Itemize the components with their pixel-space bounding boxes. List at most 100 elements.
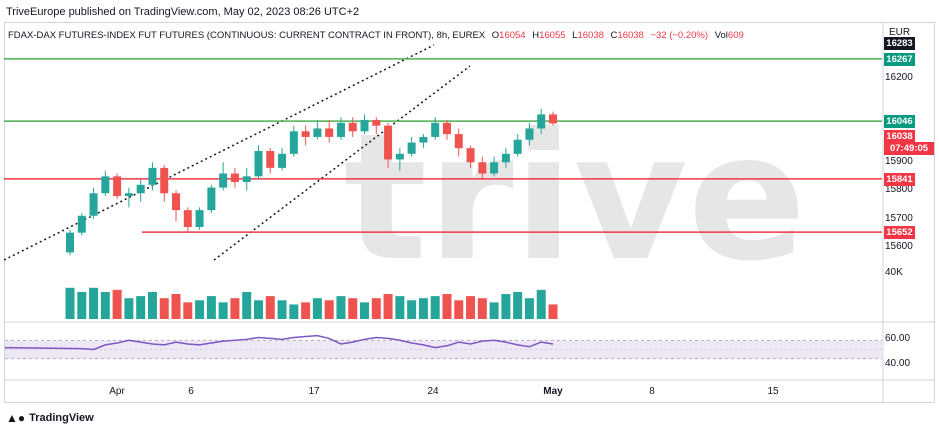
volume-bar	[242, 291, 252, 319]
change-value: −32 (−0.20%)	[650, 30, 709, 41]
candle-body	[325, 128, 334, 137]
volume-bar	[501, 294, 511, 319]
candle-body	[372, 120, 381, 126]
volume-bar	[100, 291, 110, 319]
volume-bar	[136, 296, 146, 319]
time-axis-label: 24	[427, 386, 439, 397]
volume-bar	[360, 302, 370, 319]
price-tag-16267: 16267	[884, 52, 915, 66]
volume-bar	[336, 296, 346, 319]
rsi-band	[5, 340, 882, 359]
candle-body	[478, 162, 487, 174]
candle-body	[172, 193, 181, 211]
candle-body	[242, 176, 251, 182]
symbol-name: FDAX-DAX FUTURES-INDEX FUT FUTURES (CONT…	[8, 30, 486, 41]
candle-body	[195, 210, 204, 228]
open-label: O	[491, 30, 500, 41]
watermark-text: trive	[344, 97, 807, 300]
low-label: L	[572, 30, 578, 41]
volume-bar	[477, 298, 487, 319]
candle-body	[219, 173, 228, 188]
candle-body	[431, 122, 440, 137]
candle-body	[407, 142, 416, 154]
price-tag-16046: 16046	[884, 115, 915, 129]
volume-bar	[124, 298, 134, 319]
candle-body	[395, 153, 404, 160]
price-tag-15841: 15841	[884, 172, 915, 186]
price-tick-label: 15600	[885, 240, 913, 252]
volume-bar	[513, 291, 523, 319]
tradingview-logo[interactable]: ▲● TradingView	[6, 411, 94, 425]
volume-bar	[277, 300, 287, 319]
candle-body	[124, 193, 133, 197]
price-tick-label: 15700	[885, 212, 913, 224]
rsi-line	[4, 334, 554, 351]
low-value: 16038	[577, 30, 604, 41]
symbol-tag: FDAXM2023	[829, 130, 884, 141]
volume-bar	[265, 296, 275, 319]
candle-body	[77, 215, 86, 233]
publisher-line: TriveEurope published on TradingView.com…	[6, 6, 360, 18]
volume-axis-label: 40K	[885, 267, 903, 278]
candle-body	[254, 151, 263, 177]
volume-label: Vol	[714, 30, 728, 41]
volume-bar	[171, 294, 181, 319]
volume-bar	[65, 287, 75, 319]
currency-label: EUR	[889, 27, 911, 38]
candle-body	[419, 136, 428, 143]
volume-bar	[395, 296, 405, 319]
volume-bar	[489, 302, 499, 319]
volume-bar	[312, 298, 322, 319]
price-tag-15652: 15652	[884, 226, 915, 240]
candle-body	[454, 134, 463, 149]
volume-bar	[536, 289, 546, 319]
candle-body	[148, 167, 157, 185]
candle-body	[360, 120, 369, 132]
candle-body	[89, 193, 98, 216]
candle-body	[490, 162, 499, 174]
candle-body	[348, 122, 357, 132]
candle-body	[501, 153, 510, 163]
volume-bar	[89, 287, 99, 319]
candle-body	[384, 125, 393, 160]
volume-bar	[371, 298, 381, 319]
chart-frame[interactable]	[4, 22, 935, 403]
candle-body	[207, 187, 216, 211]
time-axis-label: 17	[308, 386, 320, 397]
candle-body	[66, 232, 74, 253]
candle-body	[336, 122, 345, 137]
volume-bar	[442, 294, 452, 319]
symbol-legend: FDAX-DAX FUTURES-INDEX FUT FUTURES (CONT…	[8, 30, 744, 41]
high-label: H	[532, 30, 540, 41]
candle-body	[230, 173, 239, 182]
volume-bar	[301, 302, 311, 319]
candle-body	[289, 131, 298, 154]
time-axis-label: Apr	[109, 386, 125, 397]
volume-bar	[454, 300, 464, 319]
volume-bar	[195, 300, 205, 319]
volume-bar	[206, 296, 216, 319]
candle-body	[549, 114, 557, 124]
volume-bar	[407, 300, 417, 319]
tradingview-brand: TradingView	[29, 412, 94, 424]
volume-bar	[230, 298, 240, 319]
volume-bar	[324, 300, 334, 319]
rsi-upper-label: 60.00	[885, 333, 911, 344]
volume-bar	[524, 298, 534, 319]
candle-body	[136, 184, 145, 194]
candle-body	[525, 128, 534, 140]
rsi-lower-label: 40.00	[885, 358, 911, 369]
volume-bar	[418, 298, 428, 319]
candle-body	[113, 176, 122, 197]
volume-bar	[383, 294, 393, 319]
trendline-lower	[213, 65, 471, 261]
time-axis-label: 6	[188, 386, 194, 397]
trendline-upper	[3, 44, 435, 261]
volume-bar	[253, 300, 263, 319]
candle-body	[466, 148, 475, 163]
candle-body	[266, 151, 275, 168]
time-axis-label: 15	[767, 386, 779, 397]
candle-body	[183, 210, 192, 228]
candle-body	[313, 128, 322, 137]
